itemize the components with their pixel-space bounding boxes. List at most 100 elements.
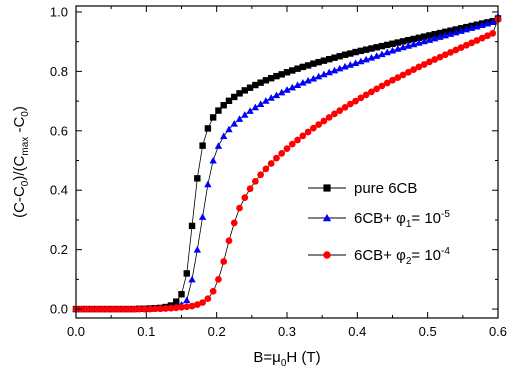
data-point — [114, 305, 122, 313]
data-point — [388, 46, 397, 54]
data-point — [310, 60, 317, 67]
data-point — [225, 125, 233, 133]
data-point — [257, 171, 264, 179]
data-point — [420, 33, 428, 40]
data-point — [230, 219, 238, 227]
data-point — [309, 74, 318, 82]
data-point — [310, 124, 317, 132]
data-point — [167, 304, 175, 312]
data-point — [172, 304, 180, 312]
y-axis-label-s2: max — [20, 137, 31, 156]
y-tick-label: 0.8 — [50, 64, 68, 79]
y-axis-label-s1: 0 — [20, 180, 31, 186]
y-axis-label-p3: -C — [11, 117, 28, 137]
data-point — [299, 132, 307, 140]
data-point — [157, 305, 164, 313]
data-point — [294, 136, 301, 144]
data-point — [489, 29, 497, 37]
data-point — [304, 128, 312, 136]
data-point — [431, 56, 439, 63]
x-axis-label-tail: H (T) — [286, 349, 320, 366]
data-point — [331, 54, 338, 61]
data-point — [183, 270, 190, 277]
data-point — [462, 41, 470, 49]
data-point — [399, 71, 407, 79]
data-point — [215, 276, 222, 283]
data-point — [267, 94, 275, 101]
data-point — [188, 222, 196, 230]
x-tick-label: 0.5 — [419, 324, 437, 339]
data-point — [320, 57, 328, 64]
data-point — [426, 58, 433, 66]
data-point — [357, 57, 365, 65]
data-point — [330, 66, 339, 74]
data-point — [93, 305, 101, 313]
data-point — [352, 97, 359, 105]
legend-label: 6CB+ φ1= 10-5 — [354, 209, 450, 230]
data-point — [199, 299, 206, 306]
data-point — [230, 119, 238, 127]
data-point — [251, 103, 260, 111]
data-point — [331, 110, 338, 118]
data-point — [405, 36, 412, 44]
data-point — [215, 107, 222, 114]
data-point — [326, 55, 333, 63]
data-point — [357, 94, 365, 102]
data-point — [173, 298, 180, 305]
data-point — [278, 71, 285, 78]
data-point — [315, 121, 323, 128]
x-axis-label: B=μ0H (T) — [253, 349, 320, 369]
data-point — [278, 88, 286, 96]
data-point — [120, 305, 127, 313]
data-point — [194, 175, 201, 182]
data-point — [204, 180, 212, 188]
data-point — [357, 47, 365, 55]
data-point — [389, 40, 396, 47]
x-tick-label: 0.0 — [67, 324, 85, 339]
x-tick-label: 0.2 — [208, 324, 226, 339]
data-point — [362, 46, 370, 53]
data-point — [347, 50, 354, 57]
legend-marker — [323, 184, 331, 192]
data-point — [146, 305, 154, 313]
data-point — [341, 62, 349, 70]
data-point — [336, 107, 344, 114]
data-point — [367, 54, 376, 61]
data-point — [299, 78, 307, 86]
data-point — [236, 90, 243, 97]
series-layer — [72, 12, 502, 313]
legend-marker — [323, 251, 331, 259]
data-point — [372, 52, 381, 59]
data-point — [178, 303, 185, 311]
data-point — [320, 117, 328, 125]
data-point — [320, 70, 328, 78]
data-point — [373, 85, 381, 93]
data-point — [394, 39, 401, 46]
series-3 — [72, 16, 502, 313]
data-point — [304, 62, 312, 69]
legend-item: 6CB+ φ2= 10-4 — [308, 246, 450, 267]
data-point — [225, 237, 233, 245]
data-point — [389, 76, 396, 84]
data-point — [193, 301, 201, 308]
data-point — [272, 91, 281, 99]
data-point — [225, 97, 233, 104]
data-point — [420, 61, 428, 68]
data-point — [135, 305, 143, 313]
data-point — [410, 35, 417, 43]
data-point — [452, 46, 460, 54]
data-point — [484, 32, 491, 40]
data-point — [399, 38, 407, 45]
data-point — [188, 302, 196, 310]
data-point — [178, 291, 185, 298]
data-point — [378, 82, 386, 90]
x-axis-label-main: B=μ — [253, 349, 280, 366]
data-point — [204, 295, 212, 303]
x-axis-label-sub: 0 — [281, 358, 287, 369]
data-point — [204, 125, 212, 132]
data-point — [109, 305, 117, 313]
data-point — [104, 305, 112, 313]
y-axis-label-p4: ) — [11, 106, 28, 111]
data-point — [251, 177, 259, 185]
